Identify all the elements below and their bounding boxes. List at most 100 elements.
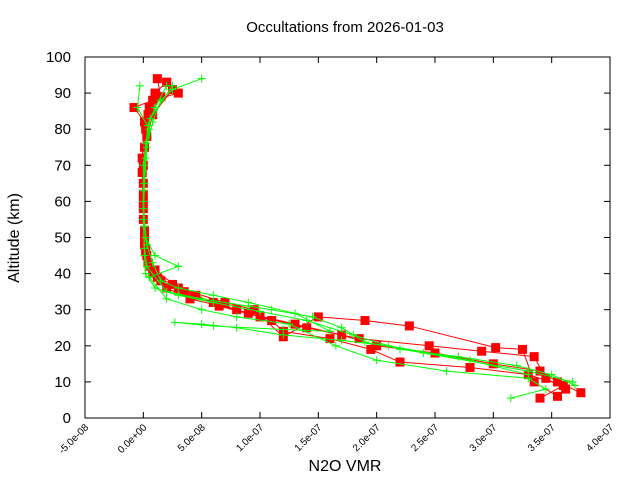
data-point-plus: [244, 298, 253, 307]
x-tick-label: 5.0e-08: [176, 422, 208, 454]
data-point-plus: [291, 309, 299, 318]
data-point-plus: [331, 341, 340, 350]
data-point-square: [576, 388, 586, 398]
data-point-square: [214, 301, 224, 311]
data-point-square: [404, 321, 414, 331]
data-point-square: [541, 373, 551, 383]
data-point-plus: [384, 341, 393, 350]
data-point-plus: [512, 361, 521, 370]
y-tick-label: 70: [54, 157, 71, 174]
data-point-plus: [419, 349, 428, 358]
data-point-square: [561, 384, 571, 394]
data-point-square: [143, 110, 153, 120]
data-point-plus: [133, 103, 142, 112]
data-point-square: [535, 393, 545, 403]
data-point-plus: [141, 269, 150, 278]
data-point-plus: [146, 114, 155, 123]
data-point-square: [249, 305, 259, 315]
data-point-square: [477, 346, 487, 356]
x-tick-label: -5.0e-08: [57, 422, 91, 456]
data-point-square: [152, 74, 162, 84]
data-point-plus: [568, 377, 577, 386]
data-point-plus: [267, 305, 276, 314]
data-point-square: [553, 391, 562, 401]
data-point-square: [491, 343, 501, 353]
y-tick-label: 60: [54, 193, 71, 210]
data-point-square: [143, 258, 153, 268]
data-point-plus: [466, 356, 474, 365]
data-point-plus: [372, 356, 381, 365]
data-point-plus: [174, 284, 183, 293]
data-point-plus: [209, 291, 218, 300]
data-point-plus: [135, 81, 144, 90]
series-0-line: [133, 92, 565, 399]
data-point-plus: [142, 240, 151, 249]
data-point-square: [150, 265, 160, 275]
data-point-square: [148, 95, 158, 105]
data-point-plus: [145, 273, 154, 282]
data-point-plus: [139, 161, 148, 170]
data-point-plus: [337, 336, 346, 345]
y-axis-label: Altitude (km): [6, 193, 23, 283]
data-point-square: [173, 88, 183, 98]
data-point-square: [179, 287, 189, 297]
data-point-plus: [361, 338, 369, 347]
data-point-square: [313, 312, 323, 322]
plot-frame: [84, 56, 611, 419]
x-axis-label: N2O VMR: [309, 458, 382, 475]
x-tick-label: 1.5e-07: [293, 422, 325, 454]
data-point-square: [465, 362, 475, 372]
data-point-square: [372, 341, 382, 351]
data-point-plus: [285, 320, 294, 329]
data-point-plus: [442, 367, 451, 376]
data-point-plus: [524, 370, 533, 379]
y-tick-label: 100: [46, 49, 71, 66]
x-tick-label: 2.0e-07: [351, 422, 383, 454]
x-tick-label: 3.0e-07: [468, 422, 500, 454]
data-point-square: [424, 341, 434, 351]
y-tick-label: 80: [54, 121, 71, 138]
data-point-square: [360, 316, 370, 326]
y-tick-label: 90: [54, 85, 71, 102]
data-point-square: [302, 323, 312, 333]
data-point-plus: [256, 307, 264, 316]
data-point-square: [267, 316, 277, 326]
data-point-square: [553, 377, 562, 387]
data-point-plus: [139, 186, 148, 195]
series-1-line: [142, 85, 529, 376]
data-point-square: [430, 348, 440, 358]
data-point-plus: [170, 318, 179, 327]
data-point-plus: [197, 305, 206, 314]
data-point-square: [529, 352, 539, 362]
data-point-square: [325, 334, 335, 344]
data-point-plus: [141, 139, 150, 148]
data-point-square: [535, 366, 545, 376]
series-0-line: [142, 81, 582, 394]
data-point-plus: [141, 154, 150, 163]
x-tick-label: 1.0e-07: [234, 422, 266, 454]
data-point-plus: [506, 394, 515, 403]
data-point-plus: [541, 385, 550, 394]
data-point-plus: [151, 251, 159, 260]
data-point-plus: [209, 298, 218, 307]
x-tick-label: 3.5e-07: [526, 422, 558, 454]
data-point-plus: [168, 81, 177, 90]
data-point-plus: [174, 291, 183, 300]
data-point-plus: [197, 320, 206, 329]
y-tick-label: 40: [54, 266, 71, 283]
series-1-line: [142, 85, 573, 383]
data-point-square: [191, 290, 201, 300]
data-point-plus: [140, 222, 149, 231]
data-point-plus: [197, 294, 206, 303]
data-point-plus: [308, 312, 317, 321]
data-point-square: [152, 272, 162, 282]
data-point-plus: [156, 276, 165, 285]
data-point-plus: [142, 262, 151, 271]
data-point-square: [185, 294, 195, 304]
x-tick-label: 4.0e-07: [584, 422, 616, 454]
data-point-plus: [209, 321, 218, 330]
y-tick-label: 20: [54, 338, 71, 355]
data-point-square: [140, 117, 149, 127]
data-point-plus: [162, 294, 171, 303]
